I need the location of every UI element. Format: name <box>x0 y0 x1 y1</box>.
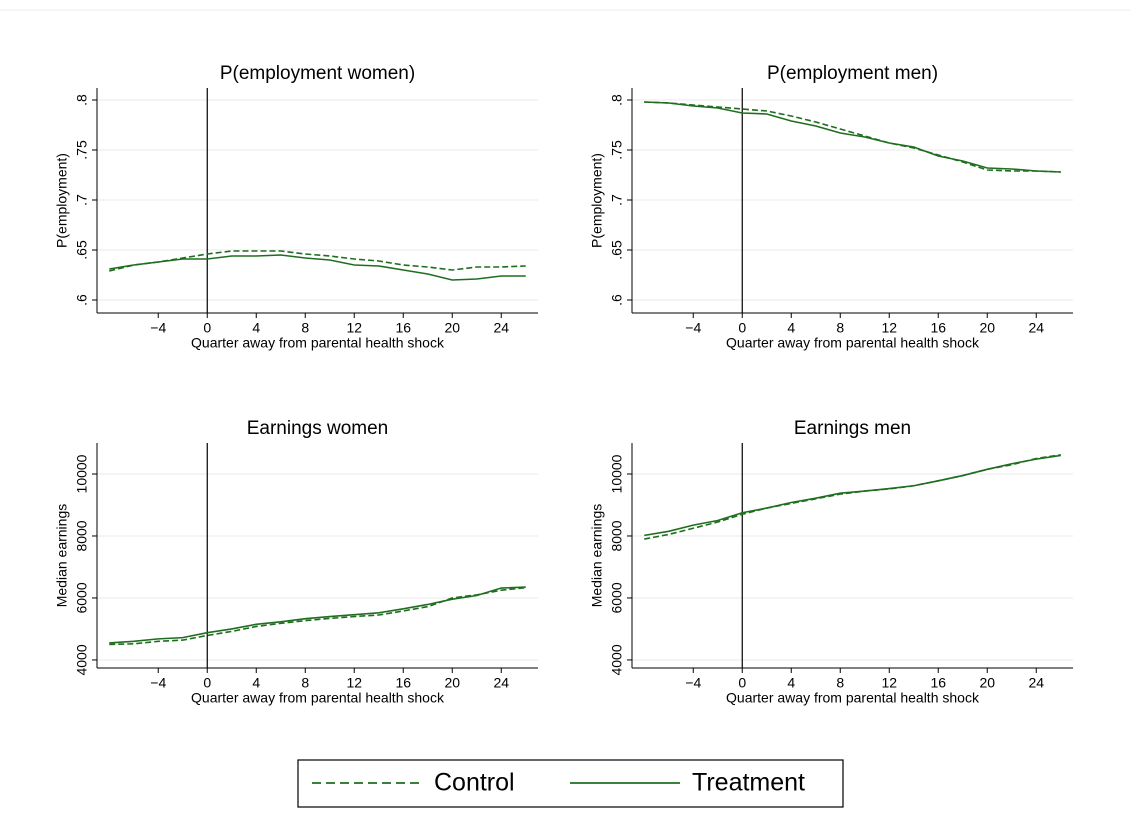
x-tick-label: 12 <box>881 675 897 691</box>
x-tick-label: 0 <box>738 675 746 691</box>
x-axis-title: Quarter away from parental health shock <box>726 690 980 706</box>
y-tick-label: 10000 <box>74 454 90 493</box>
series-line <box>644 101 1061 173</box>
x-tick-label: 16 <box>930 320 946 336</box>
y-tick-label: .8 <box>609 94 625 106</box>
x-tick-label: 8 <box>301 675 309 691</box>
y-tick-label: 8000 <box>74 520 90 551</box>
y-tick-label: .7 <box>609 194 625 206</box>
legend-label: Treatment <box>692 769 805 797</box>
x-tick-label: −4 <box>685 320 701 336</box>
y-tick-label: .75 <box>74 140 90 160</box>
x-axis-title: Quarter away from parental health shock <box>726 335 980 351</box>
panel-title: Earnings men <box>794 418 911 439</box>
y-axis-title: P(employment) <box>589 153 605 248</box>
x-tick-label: 12 <box>881 320 897 336</box>
panel-title: Earnings women <box>247 418 389 439</box>
x-tick-label: −4 <box>685 675 701 691</box>
x-tick-label: 20 <box>979 675 995 691</box>
y-tick-label: 4000 <box>609 644 625 675</box>
x-axis-title: Quarter away from parental health shock <box>191 335 445 351</box>
x-tick-label: 12 <box>346 675 362 691</box>
x-tick-label: 0 <box>738 320 746 336</box>
x-tick-label: 8 <box>301 320 309 336</box>
x-tick-label: 4 <box>787 320 795 336</box>
x-tick-label: −4 <box>150 675 166 691</box>
y-tick-label: .6 <box>609 294 625 306</box>
y-tick-label: 6000 <box>609 582 625 613</box>
x-tick-label: 20 <box>444 675 460 691</box>
series-line <box>109 586 526 646</box>
x-tick-label: 4 <box>252 320 260 336</box>
series-line <box>109 254 526 281</box>
y-tick-label: 4000 <box>74 644 90 675</box>
x-tick-label: 16 <box>395 320 411 336</box>
series-line <box>109 586 526 644</box>
x-tick-label: 20 <box>444 320 460 336</box>
x-tick-label: 4 <box>787 675 795 691</box>
x-tick-label: 4 <box>252 675 260 691</box>
x-tick-label: 24 <box>493 320 509 336</box>
x-tick-label: 0 <box>203 320 211 336</box>
y-axis-title: Median earnings <box>54 504 70 608</box>
series-line <box>644 454 1061 537</box>
x-tick-label: 24 <box>493 675 509 691</box>
series-line <box>109 250 526 272</box>
y-tick-label: .75 <box>609 140 625 160</box>
y-tick-label: 10000 <box>609 454 625 493</box>
x-tick-label: 0 <box>203 675 211 691</box>
y-tick-label: .6 <box>74 294 90 306</box>
x-tick-label: 24 <box>1028 320 1044 336</box>
y-axis-title: Median earnings <box>589 504 605 608</box>
x-tick-label: 16 <box>395 675 411 691</box>
y-tick-label: .7 <box>74 194 90 206</box>
x-axis-title: Quarter away from parental health shock <box>191 690 445 706</box>
x-tick-label: 24 <box>1028 675 1044 691</box>
y-tick-label: .65 <box>74 240 90 260</box>
y-axis-title: P(employment) <box>54 153 70 248</box>
x-tick-label: 8 <box>836 675 844 691</box>
legend-label: Control <box>434 769 515 797</box>
panel-title: P(employment women) <box>220 63 415 84</box>
x-tick-label: 8 <box>836 320 844 336</box>
x-tick-label: 20 <box>979 320 995 336</box>
panel-title: P(employment men) <box>767 63 938 84</box>
y-tick-label: .65 <box>609 240 625 260</box>
series-line <box>644 101 1061 173</box>
x-tick-label: −4 <box>150 320 166 336</box>
y-tick-label: .8 <box>74 94 90 106</box>
y-tick-label: 6000 <box>74 582 90 613</box>
x-tick-label: 16 <box>930 675 946 691</box>
y-tick-label: 8000 <box>609 520 625 551</box>
x-tick-label: 12 <box>346 320 362 336</box>
